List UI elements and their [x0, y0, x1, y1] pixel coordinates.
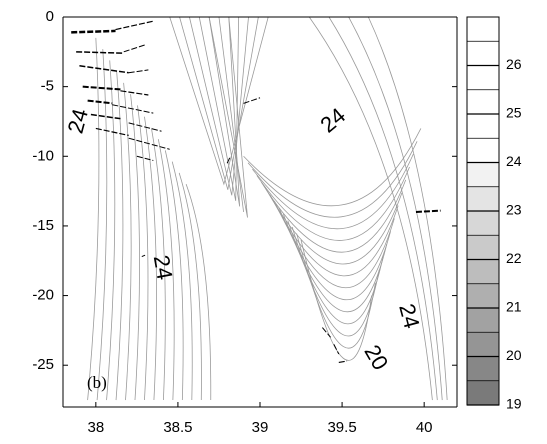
- panel-label: (b): [87, 373, 107, 392]
- contour-line: [252, 153, 414, 230]
- colorbar-band: [467, 235, 499, 260]
- contour-line: [157, 139, 175, 401]
- colorbar-band: [467, 114, 499, 139]
- contour-dash: [333, 344, 340, 355]
- contour-dash: [123, 44, 146, 53]
- contour-dash: [120, 90, 149, 96]
- colorbar-band: [467, 380, 499, 405]
- colorbar-band: [467, 89, 499, 114]
- contour-line: [308, 16, 433, 401]
- colorbar-tick-label: 26: [506, 56, 522, 72]
- contour-line: [87, 37, 100, 401]
- y-tick-label: -20: [32, 287, 54, 304]
- contour-line: [123, 82, 132, 401]
- contour-dash: [128, 69, 149, 74]
- contour-line: [269, 194, 399, 277]
- contour-dash: [112, 104, 154, 114]
- y-tick-label: -25: [32, 356, 54, 373]
- colorbar-band: [467, 65, 499, 90]
- contour-line: [115, 71, 124, 401]
- colorbar-band: [467, 17, 499, 42]
- y-tick-label: 0: [46, 8, 54, 25]
- contour-line: [178, 172, 202, 401]
- contour-dash: [95, 127, 129, 136]
- contour-line: [137, 105, 149, 401]
- contour-dash: [338, 360, 348, 364]
- x-tick-label: 38.5: [163, 419, 192, 436]
- colorbar-tick-label: 25: [506, 105, 522, 121]
- contour-line: [218, 16, 244, 213]
- colorbar-band: [467, 186, 499, 211]
- colorbar-tick-label: 24: [506, 153, 522, 169]
- contour-line: [189, 16, 249, 196]
- colorbar-band: [467, 211, 499, 236]
- contour-line: [164, 150, 184, 401]
- contour-line: [208, 16, 248, 218]
- contour-line: [328, 16, 438, 401]
- colorbar-band: [467, 356, 499, 381]
- contour-line: [348, 16, 443, 401]
- contour-line: [247, 141, 418, 218]
- contour-line: [96, 49, 108, 401]
- contour-line: [367, 16, 448, 401]
- colorbar-band: [467, 259, 499, 284]
- x-tick-label: 40: [416, 419, 433, 436]
- contour-dash: [128, 137, 170, 150]
- contour-dash: [115, 20, 154, 31]
- contour-line: [130, 94, 140, 401]
- contour-dash: [128, 122, 162, 132]
- contour-line: [144, 116, 157, 401]
- contour-line: [243, 128, 422, 207]
- y-tick-label: -5: [41, 78, 54, 95]
- contour-line: [171, 161, 193, 401]
- y-tick-label: -10: [32, 147, 54, 164]
- contour-dash: [226, 156, 231, 164]
- contour-line: [198, 16, 240, 201]
- colorbar-band: [467, 332, 499, 357]
- colorbar: 19 20 21 22 23 24 25 26: [466, 16, 522, 412]
- contour-dash: [141, 254, 146, 258]
- contour-dash: [415, 209, 441, 213]
- contour-dash: [87, 99, 113, 105]
- contour-dash-marks: [71, 20, 441, 364]
- x-tick-label: 39.5: [327, 419, 356, 436]
- colorbar-band: [467, 41, 499, 66]
- colorbar-tick-label: 23: [506, 202, 522, 218]
- colorbar-tick-label: 21: [506, 299, 522, 315]
- contour-line: [256, 166, 410, 241]
- contour-line: [208, 16, 241, 207]
- contour-line: [260, 179, 407, 253]
- colorbar-band: [467, 308, 499, 333]
- y-tick-label: -15: [32, 217, 54, 234]
- contour-dash: [90, 113, 121, 120]
- contour-dash: [243, 97, 261, 104]
- contour-line: [151, 127, 166, 401]
- contour-line: [185, 184, 212, 401]
- colorbar-band: [467, 283, 499, 308]
- contour-dash: [136, 155, 154, 161]
- contour-dash: [71, 29, 116, 34]
- contour-line: [169, 16, 269, 186]
- contour-line: [179, 16, 259, 190]
- contour-line: [300, 239, 373, 361]
- colorbar-frame: [466, 16, 500, 406]
- contour-dash: [79, 65, 129, 74]
- axes: 0 -5 -10 -15 -20 -25 38 38.5 39 39.5 40: [32, 8, 458, 436]
- colorbar-tick-label: 20: [506, 347, 522, 363]
- contour-line: [274, 201, 395, 289]
- x-tick-label: 39: [252, 419, 269, 436]
- contour-label: 24: [149, 253, 178, 281]
- colorbar-tick-label: 22: [506, 250, 522, 266]
- contour-line: [265, 188, 403, 265]
- colorbar-band: [467, 162, 499, 187]
- x-tick-label: 38: [87, 419, 104, 436]
- colorbar-tick-label: 19: [506, 396, 522, 412]
- colorbar-band: [467, 138, 499, 163]
- contour-dash: [322, 327, 331, 338]
- contour-dash: [82, 85, 121, 91]
